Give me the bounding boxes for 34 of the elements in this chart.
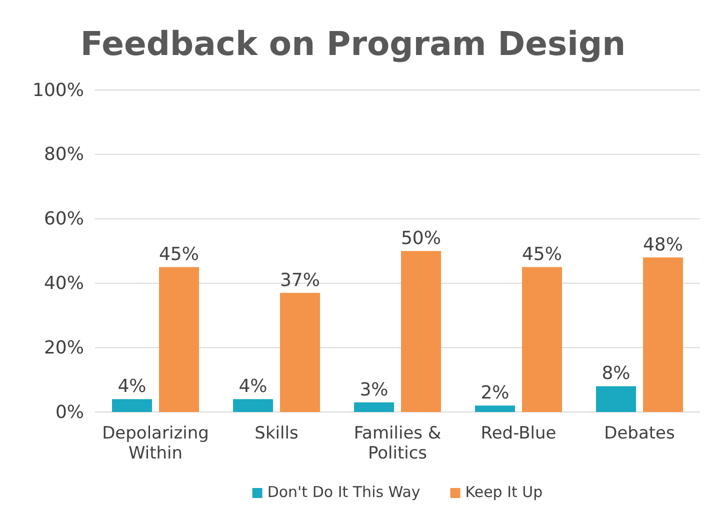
data-label: 2% <box>480 382 510 404</box>
x-tick-label: Red-Blue <box>480 423 556 444</box>
bar <box>401 251 441 412</box>
bar <box>596 386 636 412</box>
y-tick-label: 80% <box>44 144 84 166</box>
data-label: 8% <box>602 363 630 384</box>
legend-label: Keep It Up <box>465 483 543 501</box>
y-tick-label: 100% <box>32 80 84 101</box>
bar <box>233 399 273 412</box>
chart-title: Feedback on Program Design <box>80 24 626 63</box>
data-label: 3% <box>360 379 388 400</box>
x-tick-label: Depolarizing Within <box>102 423 209 464</box>
data-label: 48% <box>642 234 684 256</box>
y-tick-label: 0% <box>55 402 84 423</box>
legend-label: Don't Do It This Way <box>267 483 420 501</box>
bar <box>112 399 152 412</box>
data-label: 50% <box>400 228 442 249</box>
bar <box>354 402 394 412</box>
x-tick-label: Debates <box>604 423 676 444</box>
bar <box>475 406 515 412</box>
y-tick-label: 40% <box>44 272 84 294</box>
data-label: 4% <box>238 376 268 398</box>
x-tick-label: Families & Politics <box>354 423 442 464</box>
y-tick-label: 20% <box>44 337 84 358</box>
bar <box>643 257 683 412</box>
bar <box>159 267 199 412</box>
bar <box>280 292 320 412</box>
bar <box>522 267 562 412</box>
data-label: 37% <box>280 270 320 291</box>
y-tick-label: 60% <box>44 208 84 230</box>
data-label: 4% <box>118 376 146 398</box>
x-tick-label: Skills <box>254 423 298 444</box>
data-label: 45% <box>522 244 562 266</box>
data-label: 45% <box>158 244 200 266</box>
